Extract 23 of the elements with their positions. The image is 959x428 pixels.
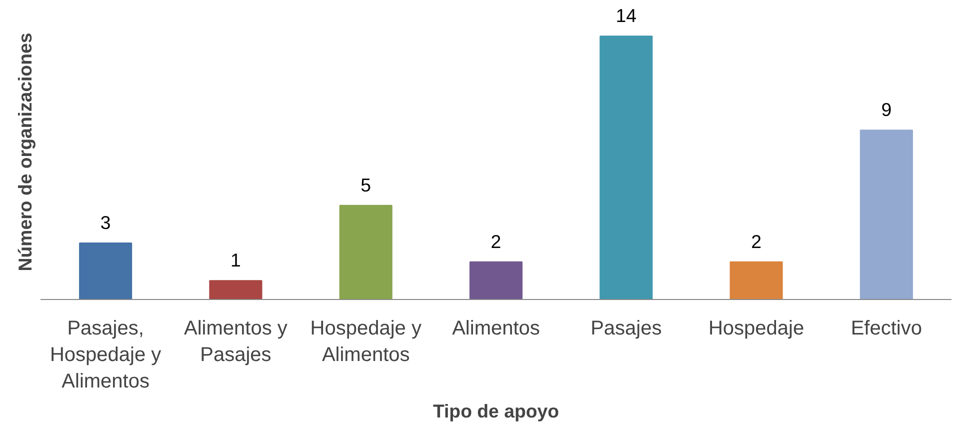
bar bbox=[730, 261, 783, 300]
bar bbox=[600, 36, 653, 300]
bar bbox=[79, 242, 132, 300]
data-label: 2 bbox=[751, 230, 762, 252]
x-tick-label: Hospedaje y Alimentos bbox=[310, 318, 422, 366]
data-label: 2 bbox=[490, 230, 502, 252]
data-label: 14 bbox=[616, 5, 637, 26]
data-label: 9 bbox=[881, 99, 892, 120]
x-tick-label: Alimentos y Pasajes bbox=[184, 318, 288, 366]
x-tick-label: Pasajes bbox=[590, 318, 662, 340]
x-tick-label: Hospedaje bbox=[708, 318, 804, 340]
x-tick-label: Efectivo bbox=[850, 318, 922, 340]
bar bbox=[469, 261, 523, 300]
y-axis-title: Número de organizaciones bbox=[14, 32, 36, 272]
data-label: 3 bbox=[100, 212, 111, 234]
x-tick-label: Alimentos bbox=[452, 318, 540, 340]
bar bbox=[209, 280, 262, 300]
bar bbox=[860, 130, 913, 300]
data-label: 5 bbox=[360, 174, 372, 196]
x-tick-label: Pasajes, Hospedaje y Alimentos bbox=[50, 318, 162, 392]
x-axis-title: Tipo de apoyo bbox=[432, 400, 560, 422]
bar bbox=[339, 204, 392, 300]
data-label: 1 bbox=[230, 250, 241, 271]
